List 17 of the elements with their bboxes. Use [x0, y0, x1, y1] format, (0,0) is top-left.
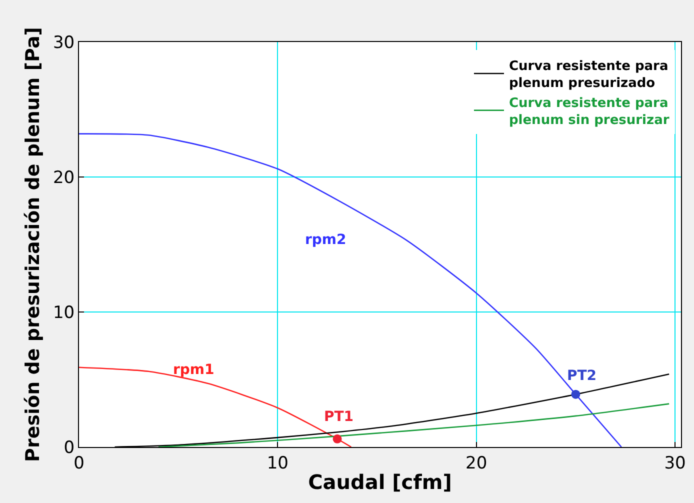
y-tick-label: 20: [52, 168, 75, 188]
x-tick-label: 30: [664, 453, 686, 474]
legend-label: Curva resistente para plenum sin presurizar: [508, 96, 670, 128]
line-series: [158, 403, 670, 447]
legend-label: Curva resistente para plenum presurizado: [508, 59, 668, 92]
y-axis-title: Presión de presurización de plenum [Pa]: [22, 27, 44, 462]
y-tick-label: 30: [52, 32, 75, 53]
annotation: rpm1: [173, 362, 214, 378]
x-tick-label: 20: [466, 453, 488, 474]
y-tick-label: 10: [52, 302, 75, 323]
annotation: PT1: [324, 409, 354, 425]
x-axis-title: Caudal [cfm]: [308, 470, 452, 494]
annotation: rpm2: [305, 232, 346, 248]
x-tick-label: 10: [266, 453, 288, 474]
y-tick-label: 0: [64, 438, 75, 458]
line-series: [79, 133, 622, 447]
annotation: PT2: [567, 368, 597, 384]
